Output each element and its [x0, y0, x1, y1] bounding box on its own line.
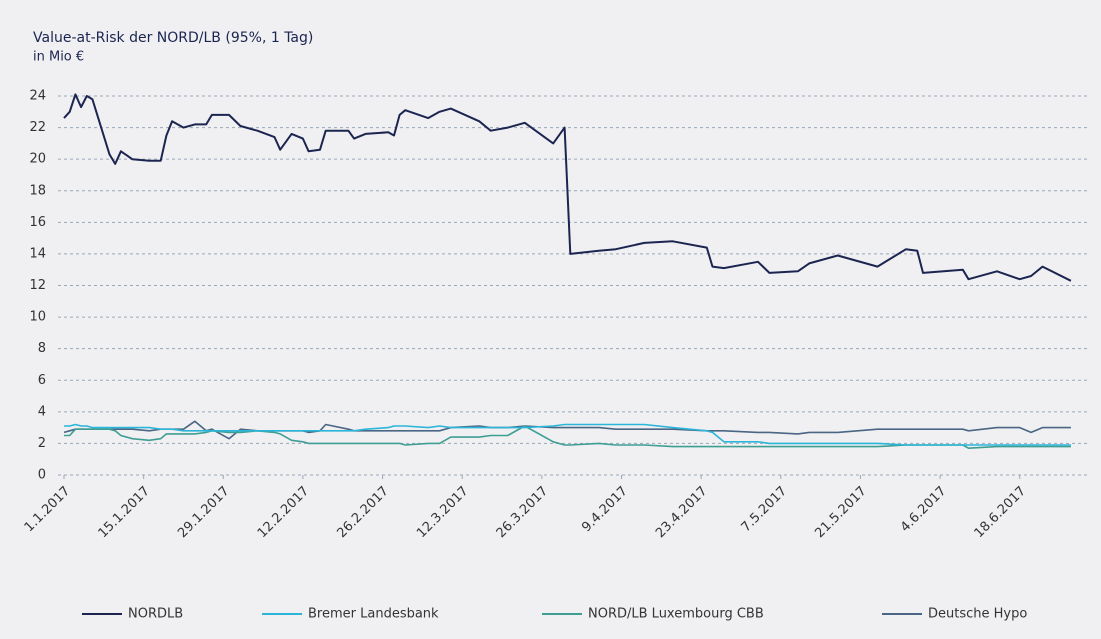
y-tick-label: 10	[29, 310, 46, 325]
x-tick-label: 18.6.2017	[972, 484, 1029, 541]
y-tick-label: 6	[38, 373, 46, 388]
y-tick-label: 18	[29, 183, 46, 198]
series-line	[64, 423, 1071, 446]
y-tick-label: 0	[38, 468, 46, 483]
x-tick-label: 29.1.2017	[175, 484, 232, 541]
x-tick-label: 9.4.2017	[579, 484, 631, 536]
y-tick-label: 8	[38, 341, 46, 356]
x-tick-label: 1.1.2017	[22, 484, 74, 536]
legend-label: NORD/LB Luxembourg CBB	[588, 607, 764, 622]
y-tick-label: 24	[29, 89, 46, 104]
series-line	[63, 93, 1072, 282]
x-tick-label: 26.3.2017	[494, 484, 551, 541]
legend-label: NORDLB	[128, 607, 183, 622]
y-tick-label: 16	[29, 215, 46, 230]
y-tick-label: 14	[29, 246, 46, 261]
x-tick-label: 12.2.2017	[255, 484, 312, 541]
legend-label: Deutsche Hypo	[928, 607, 1027, 622]
y-tick-label: 4	[38, 404, 46, 419]
y-tick-label: 2	[38, 436, 46, 451]
y-tick-label: 22	[29, 120, 46, 135]
y-tick-label: 12	[29, 278, 46, 293]
x-tick-label: 12.3.2017	[414, 484, 471, 541]
x-tick-label: 7.5.2017	[739, 484, 791, 536]
x-tick-label: 26.2.2017	[334, 484, 391, 541]
x-tick-label: 4.6.2017	[898, 484, 950, 536]
chart-subtitle: in Mio €	[33, 50, 84, 65]
y-tick-label: 20	[29, 152, 46, 167]
series-line	[64, 425, 1071, 449]
x-tick-label: 21.5.2017	[812, 484, 869, 541]
x-tick-label: 15.1.2017	[96, 484, 153, 541]
x-tick-label: 23.4.2017	[653, 484, 710, 541]
chart-title: Value-at-Risk der NORD/LB (95%, 1 Tag)	[33, 30, 313, 46]
legend-label: Bremer Landesbank	[308, 607, 439, 622]
